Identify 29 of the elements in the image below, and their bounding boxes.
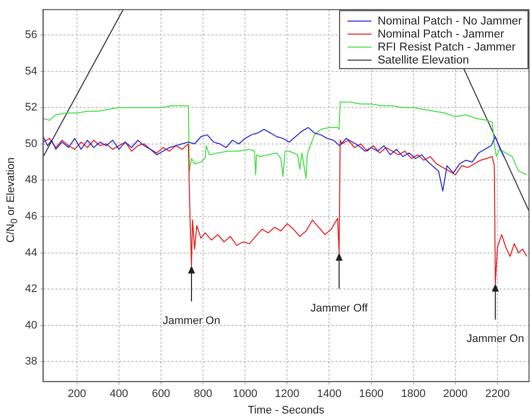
y-tick-label: 52	[24, 102, 38, 114]
y-tick-label: 42	[24, 283, 38, 296]
x-tick-label: 400	[110, 388, 128, 400]
x-tick-label: 2000	[443, 388, 468, 400]
y-tick-label: 40	[24, 319, 38, 332]
legend-label: Nominal Patch - No Jammer	[378, 15, 522, 28]
x-tick-label: 600	[152, 388, 170, 400]
legend-label: Nominal Patch - Jammer	[378, 28, 504, 40]
y-tick-label: 46	[24, 210, 38, 222]
x-tick-label: 200	[68, 388, 86, 400]
x-tick-label: 1600	[359, 388, 384, 400]
x-tick-label: 1800	[401, 388, 426, 400]
x-tick-label: 1400	[316, 388, 342, 400]
x-tick-label: 2200	[485, 388, 510, 400]
x-tick-label: 1000	[232, 388, 258, 400]
legend-label: Satellite Elevation	[378, 54, 469, 66]
annotation: Jammer On	[466, 333, 524, 346]
y-tick-label: 56	[24, 29, 38, 42]
annotation: Jammer Off	[310, 302, 369, 314]
annotation: Jammer On	[162, 314, 220, 327]
y-tick-label: 50	[24, 138, 38, 150]
y-tick-label: 54	[24, 65, 38, 78]
y-tick-label: 44	[24, 246, 38, 259]
x-tick-label: 800	[194, 388, 212, 400]
y-tick-label: 38	[24, 356, 38, 368]
x-tick-label: 1200	[274, 388, 300, 400]
legend-label: RFI Resist Patch - Jammer	[378, 41, 516, 54]
y-tick-label: 48	[24, 174, 38, 186]
x-axis-title: Time - Seconds	[248, 404, 325, 416]
